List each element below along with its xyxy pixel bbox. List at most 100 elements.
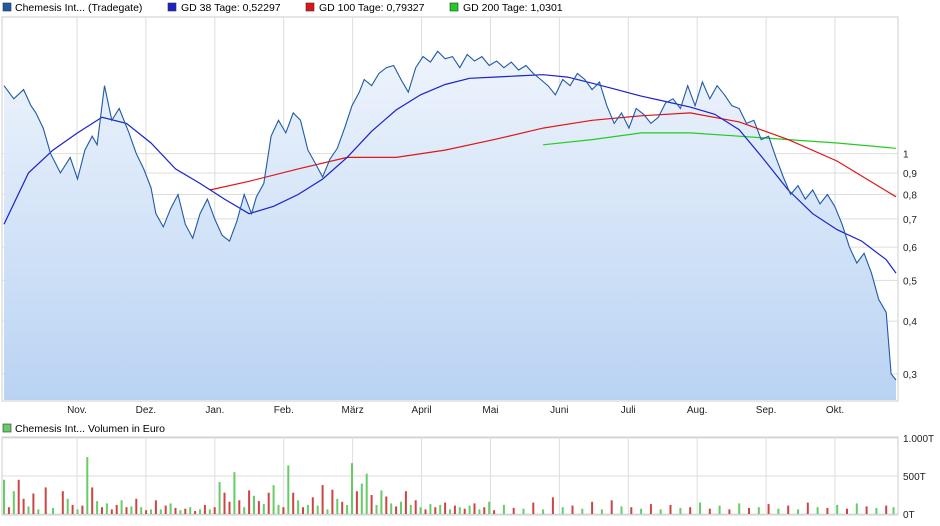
volume-bar: [110, 509, 113, 514]
volume-bar: [321, 485, 324, 514]
price-x-tick-label: Dez.: [136, 405, 157, 416]
volume-bar: [404, 491, 407, 514]
volume-bar: [91, 487, 94, 514]
series-gd38-line: [3, 74, 897, 274]
volume-bar: [130, 506, 133, 514]
volume-bar: [400, 501, 402, 514]
volume-bar: [787, 505, 790, 514]
price-panel: 0,3 0,4 0,5 0,6 0,7 0,8 0,9 1 Nov. Dez. Jan. Feb. M…: [1, 16, 917, 416]
volume-bar: [806, 502, 809, 514]
volume-bar: [262, 504, 265, 514]
price-y-tick-label: 0,5: [903, 276, 917, 287]
volume-bar: [414, 500, 417, 514]
volume-bar: [208, 509, 211, 514]
volume-bar: [37, 509, 40, 514]
volume-bar: [150, 509, 152, 514]
legend-swatch-gd100: [305, 2, 315, 12]
price-x-tick-label: Sep.: [756, 405, 777, 416]
volume-bar: [169, 503, 172, 514]
price-area: [4, 51, 896, 401]
price-x-tick-label: Juli: [621, 405, 636, 416]
volume-bar: [542, 509, 545, 514]
volume-bar: [659, 509, 662, 514]
volume-bar: [17, 479, 20, 514]
volume-bar: [561, 507, 564, 514]
volume-bar: [355, 491, 358, 514]
volume-bar: [708, 508, 711, 514]
volume-bar: [767, 504, 770, 514]
volume-bar: [600, 509, 603, 514]
volume-bar: [243, 507, 246, 514]
volume-bar: [591, 501, 594, 514]
volume-bar: [375, 504, 378, 514]
volume-bar: [44, 487, 47, 514]
volume-bar: [502, 504, 505, 514]
volume-bar: [267, 492, 270, 514]
volume-bar: [892, 507, 895, 514]
volume-bar: [463, 508, 466, 514]
price-y-tick-label: 0,7: [903, 215, 917, 226]
volume-bar: [458, 507, 461, 514]
volume-bar: [81, 505, 84, 514]
volume-bar: [748, 507, 750, 514]
volume-bar: [253, 495, 255, 514]
volume-bar: [189, 507, 192, 514]
legend-swatch-gd38: [167, 2, 177, 12]
volume-bar: [581, 508, 584, 514]
volume-bar: [390, 503, 393, 514]
volume-bar: [311, 497, 314, 514]
legend-volume: Chemesis Int... Volumen in Euro: [15, 423, 165, 435]
volume-bar: [326, 509, 329, 514]
price-x-tick-label: Aug.: [687, 405, 708, 416]
volume-y-tick-label: 0T: [903, 510, 915, 521]
volume-bar: [571, 505, 574, 514]
volume-bar: [385, 496, 388, 514]
volume-bar: [360, 483, 363, 514]
volume-bar: [86, 457, 89, 514]
volume-bar: [302, 507, 304, 514]
volume-bar: [429, 504, 432, 514]
price-x-tick-label: Jan.: [205, 405, 224, 416]
legend-swatch-gd200: [449, 2, 459, 12]
volume-bar: [855, 503, 858, 514]
volume-bar: [493, 510, 496, 514]
volume-bar: [875, 507, 878, 514]
volume-bar: [351, 463, 353, 514]
volume-bar: [213, 507, 216, 514]
volume-bar: [66, 498, 69, 514]
volume-bar: [836, 504, 839, 514]
volume-bar: [277, 504, 280, 514]
volume-bar: [154, 500, 157, 514]
series-gd200-line: [543, 132, 897, 149]
price-y-tick-label: 1: [903, 150, 909, 161]
volume-bar: [757, 507, 760, 514]
series-price-line: [3, 50, 897, 381]
volume-bar: [71, 504, 74, 514]
volume-bar: [885, 505, 888, 514]
volume-bar: [76, 509, 79, 514]
volume-bar: [630, 507, 633, 514]
volume-bar: [306, 504, 309, 514]
volume-bar: [551, 497, 554, 514]
volume-bar: [32, 493, 35, 514]
volume-bar: [488, 501, 491, 514]
volume-bar: [135, 498, 138, 514]
volume-bar: [522, 508, 525, 514]
volume-bar: [203, 504, 206, 514]
volume-bar: [478, 509, 481, 514]
volume-bar: [22, 498, 25, 514]
volume-bar: [292, 492, 295, 514]
volume-bar: [610, 500, 613, 514]
price-x-tick-label: Feb.: [274, 405, 294, 416]
price-x-tick-label: Okt.: [826, 405, 844, 416]
volume-bar: [336, 498, 339, 514]
price-x-tick-label: Mai: [482, 405, 498, 416]
volume-bar: [777, 508, 780, 514]
volume-y-axis: 0T 500T 1.000T: [903, 434, 934, 521]
volume-bar: [297, 500, 300, 514]
legend-price: Chemesis Int... (Tradegate): [15, 2, 142, 14]
volume-bar: [409, 504, 412, 514]
volume-legend: Chemesis Int... Volumen in Euro: [2, 423, 165, 435]
volume-bar: [125, 507, 128, 514]
